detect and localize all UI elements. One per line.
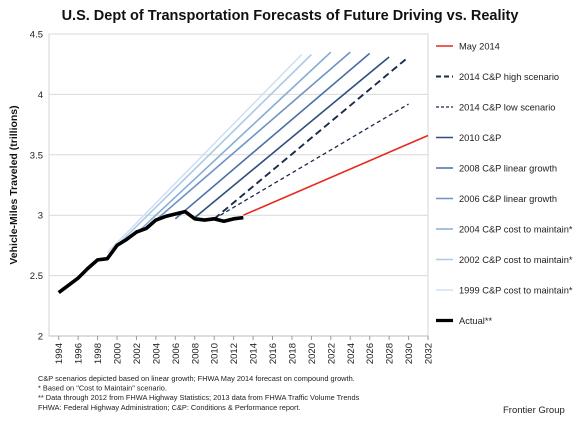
x-tick-label: 2020 xyxy=(307,343,318,364)
legend: May 2014 2014 C&P high scenario 2014 C&P l… xyxy=(436,41,573,326)
legend-label: 2006 C&P linear growth xyxy=(459,194,557,204)
x-tick-label: 1996 xyxy=(74,343,85,364)
x-tick-label: 2000 xyxy=(113,343,124,364)
footnote-line: ** Data through 2012 from FHWA Highway S… xyxy=(38,393,360,402)
y-axis-label: Vehicle-Miles Traveled (trillions) xyxy=(8,105,20,264)
x-tick-label: 2012 xyxy=(229,343,240,364)
series-line-3 xyxy=(194,56,390,219)
series-line-6 xyxy=(135,51,332,234)
series-line-1 xyxy=(213,56,410,220)
footnote-line: C&P scenarios depicted based on linear g… xyxy=(38,374,355,383)
series-line-2 xyxy=(213,103,409,220)
x-tick-label: 2030 xyxy=(404,343,415,364)
legend-label: 2002 C&P cost to maintain* xyxy=(459,255,573,265)
y-tick-label: 4.5 xyxy=(30,30,43,41)
y-tick-label: 3 xyxy=(38,211,43,222)
x-tick-label: 2014 xyxy=(249,343,260,364)
series-layer xyxy=(57,51,429,294)
series-line-0 xyxy=(243,134,429,216)
x-tick-label: 1994 xyxy=(54,343,65,364)
y-tick-label: 2 xyxy=(38,332,43,343)
x-tick-label: 2018 xyxy=(287,343,298,364)
x-tick-label: 2006 xyxy=(171,343,182,364)
axis-layer: 2 2.5 3 3.5 4 4.5 1994 1996 1998 2000 2002 2004 2006… xyxy=(30,30,435,365)
legend-label: 2014 C&P low scenario xyxy=(459,102,555,112)
series-line-8 xyxy=(106,53,303,254)
source-credit: Frontier Group xyxy=(503,405,565,416)
x-tick-label: 2026 xyxy=(365,343,376,364)
legend-label: Actual** xyxy=(459,316,492,326)
plot-area xyxy=(48,33,429,337)
x-tick-label: 2028 xyxy=(385,343,396,364)
x-tick-label: 2010 xyxy=(210,343,221,364)
footnote-line: FHWA: Federal Highway Administration; C&… xyxy=(38,403,301,412)
series-line-5 xyxy=(155,51,351,221)
x-tick-label: 2024 xyxy=(346,343,357,364)
x-tick-label: 2008 xyxy=(190,343,201,364)
legend-label: 2014 C&P high scenario xyxy=(459,72,559,82)
legend-label: 2008 C&P linear growth xyxy=(459,163,557,173)
series-line-4 xyxy=(174,52,371,220)
y-tick-label: 3.5 xyxy=(30,150,43,161)
grid-layer xyxy=(49,33,428,337)
footnotes: C&P scenarios depicted based on linear g… xyxy=(38,374,360,412)
x-tick-label: 2032 xyxy=(424,343,435,364)
y-tick-label: 2.5 xyxy=(30,271,43,282)
x-tick-label: 2002 xyxy=(132,343,143,364)
series-line-7 xyxy=(116,53,312,246)
footnote-line: * Based on "Cost to Maintain" scenario. xyxy=(38,384,167,393)
legend-label: 2010 C&P xyxy=(459,133,501,143)
y-tick-label: 4 xyxy=(38,90,43,101)
x-tick-label: 2004 xyxy=(151,343,162,364)
x-tick-label: 2022 xyxy=(326,343,337,364)
legend-label: May 2014 xyxy=(459,41,500,51)
series-line-9 xyxy=(57,209,244,294)
chart-title: U.S. Dept of Transportation Forecasts of… xyxy=(62,8,519,24)
x-tick-label: 1998 xyxy=(93,343,104,364)
x-tick-label: 2016 xyxy=(268,343,279,364)
legend-label: 2004 C&P cost to maintain* xyxy=(459,224,573,234)
legend-label: 1999 C&P cost to maintain* xyxy=(459,285,573,295)
